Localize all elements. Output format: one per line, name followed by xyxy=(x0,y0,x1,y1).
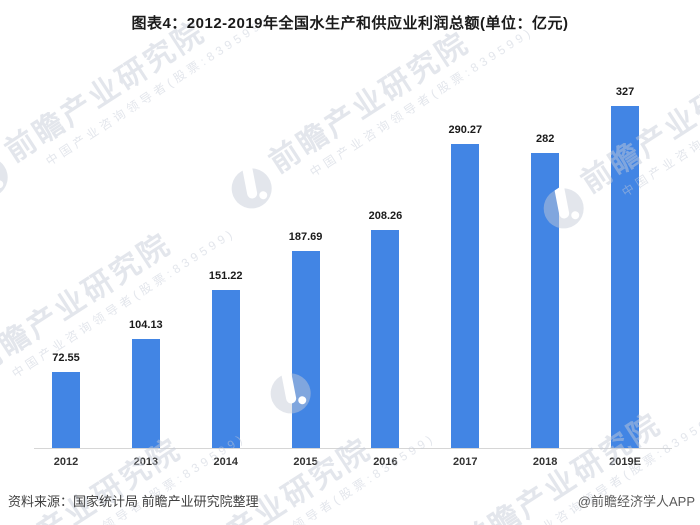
bar-2014 xyxy=(211,290,240,448)
bar-value-label: 187.69 xyxy=(288,231,323,243)
bar-value-label: 151.22 xyxy=(208,270,243,282)
x-axis-label: 2014 xyxy=(213,456,238,468)
bar-2012 xyxy=(52,372,80,448)
bar-2015 xyxy=(291,251,320,448)
bar-value-label: 104.13 xyxy=(129,319,163,331)
x-axis-label: 2016 xyxy=(373,456,398,468)
bar-2013 xyxy=(131,339,160,448)
bar-value-label: 72.55 xyxy=(52,352,80,364)
bar-value-label: 282 xyxy=(535,133,555,145)
x-axis-label: 2018 xyxy=(532,456,558,468)
chart-title: 图表4：2012-2019年全国水生产和供应业利润总额(单位：亿元) xyxy=(131,15,569,32)
x-axis-label: 2019E xyxy=(609,456,641,468)
x-axis-label: 2017 xyxy=(453,456,478,468)
bar-2016 xyxy=(371,230,400,448)
bar-2019E xyxy=(611,106,640,448)
x-axis-line xyxy=(34,448,672,449)
bar-value-label: 208.26 xyxy=(368,210,403,222)
x-axis-label: 2012 xyxy=(53,456,79,468)
bar-2018 xyxy=(531,153,560,448)
bar-value-label: 290.27 xyxy=(448,124,483,136)
app-credit: @前瞻经济学人APP xyxy=(577,494,695,509)
source-note: 资料来源：国家统计局 前瞻产业研究院整理 xyxy=(8,494,259,509)
x-axis-label: 2013 xyxy=(133,456,159,468)
bar-2017 xyxy=(451,144,480,448)
bar-value-label: 327 xyxy=(615,86,635,98)
x-axis-label: 2015 xyxy=(293,456,318,468)
